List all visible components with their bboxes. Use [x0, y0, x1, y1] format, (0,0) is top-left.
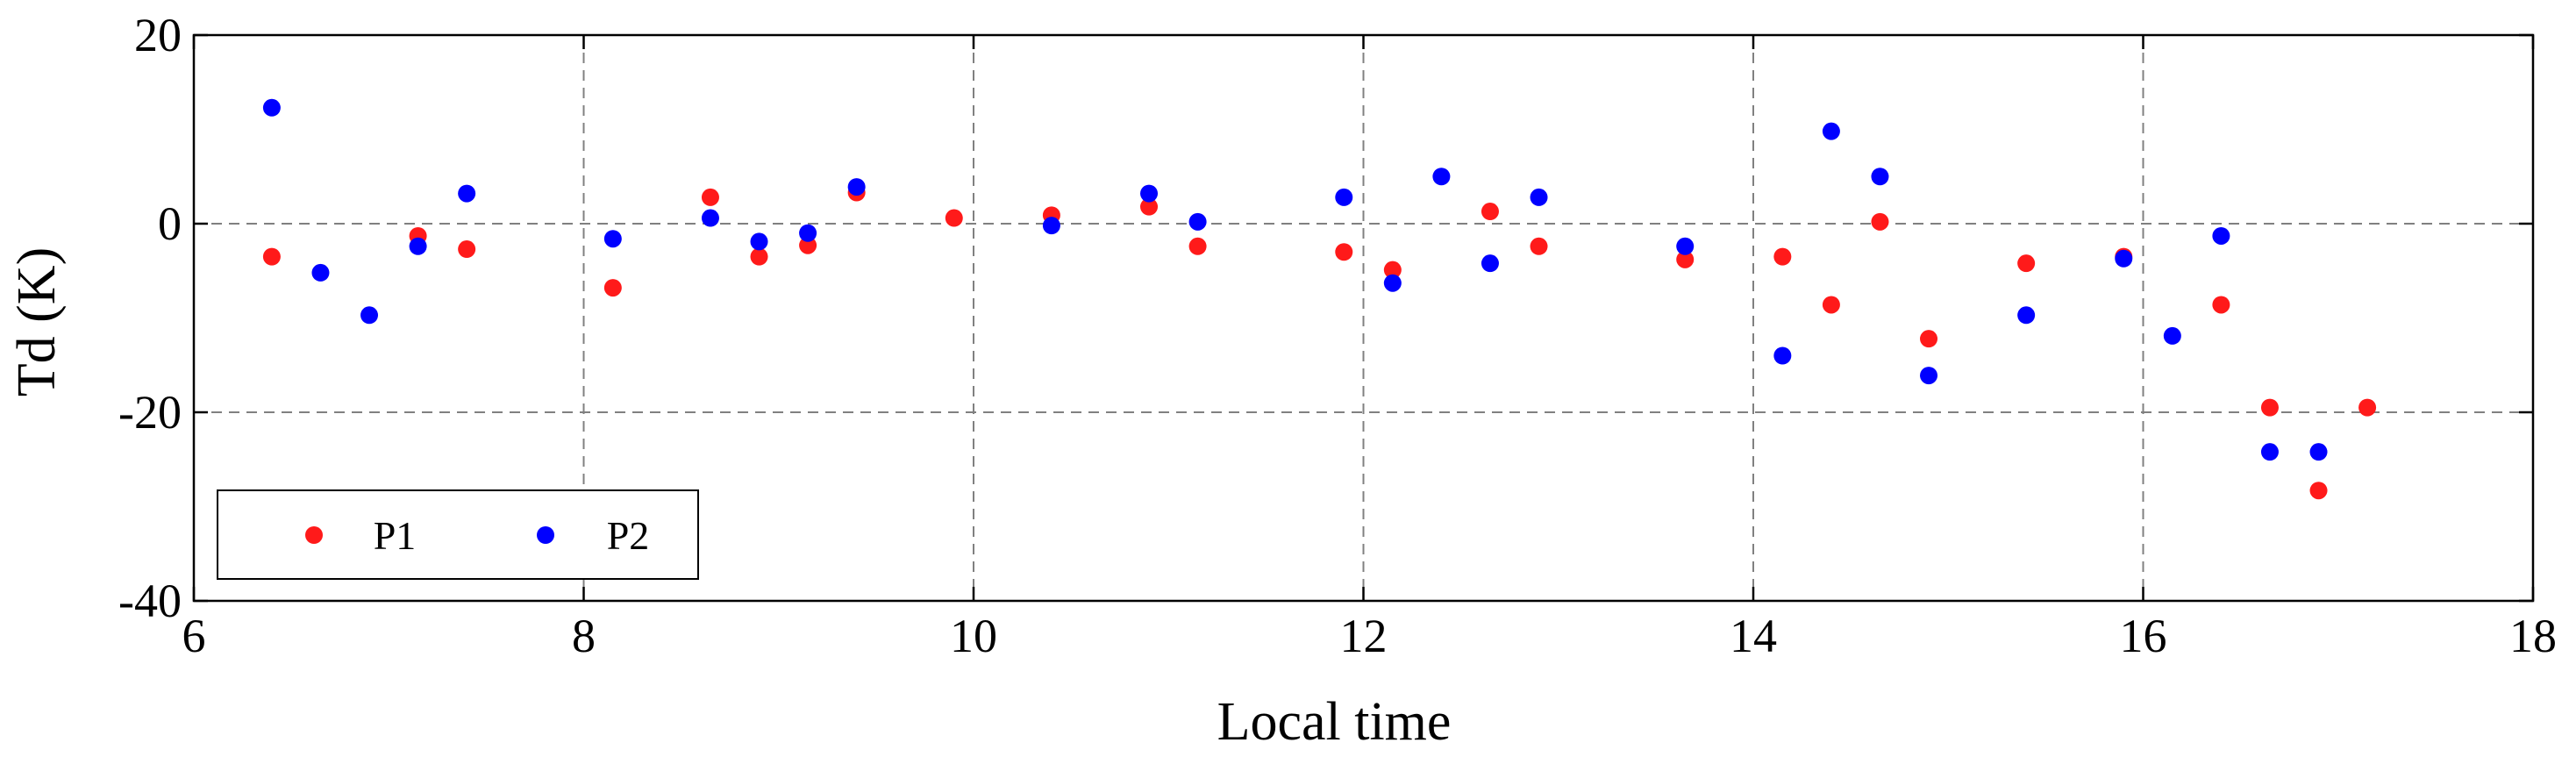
- x-axis-label: Local time: [1217, 692, 1452, 752]
- data-point-p1: [2017, 254, 2036, 273]
- y-tick-label: -40: [118, 575, 182, 627]
- data-point-p2: [1530, 188, 1548, 206]
- data-point-p1: [2358, 398, 2377, 417]
- x-tick-label: 8: [572, 610, 596, 662]
- y-tick-label: 0: [158, 197, 182, 250]
- data-point-p2: [2212, 226, 2230, 245]
- data-point-p2: [1481, 254, 1499, 273]
- data-point-p2: [603, 230, 622, 248]
- data-point-p2: [1042, 217, 1060, 235]
- data-point-p2: [701, 209, 719, 227]
- data-point-p1: [799, 236, 817, 254]
- series-p1: [262, 183, 2377, 500]
- data-point-p1: [1140, 197, 1159, 216]
- data-point-p1: [1676, 250, 1695, 268]
- data-point-p2: [1432, 168, 1451, 186]
- data-point-p2: [409, 237, 427, 255]
- data-point-p2: [1140, 184, 1159, 203]
- data-point-p2: [1188, 212, 1207, 231]
- x-tick-label: 14: [1730, 610, 1777, 662]
- data-point-p2: [2309, 443, 2328, 461]
- data-point-p2: [2115, 249, 2133, 268]
- y-axis-label: Td (K): [7, 247, 67, 396]
- x-tick-label: 16: [2120, 610, 2167, 662]
- data-point-p2: [262, 98, 281, 117]
- legend-label-p1: P1: [374, 513, 417, 558]
- data-point-p2: [1871, 168, 1889, 186]
- data-point-p1: [945, 209, 963, 227]
- data-point-p2: [311, 263, 330, 282]
- legend-marker-p2: [537, 526, 554, 544]
- data-point-p1: [1188, 237, 1207, 255]
- tick-marks: [192, 33, 2535, 603]
- data-point-p2: [458, 184, 476, 203]
- series-p2: [262, 98, 2328, 461]
- data-point-p2: [1676, 237, 1695, 255]
- grid-lines: [194, 35, 2533, 601]
- data-point-p1: [2212, 296, 2230, 314]
- data-point-p2: [1920, 367, 1938, 385]
- data-point-p2: [799, 224, 817, 242]
- data-point-p2: [1773, 346, 1792, 365]
- data-point-p2: [1383, 274, 1402, 292]
- data-point-p1: [603, 279, 622, 297]
- data-point-p1: [1822, 296, 1840, 314]
- x-tick-label: 6: [182, 610, 206, 662]
- data-point-p1: [262, 247, 281, 266]
- data-point-p1: [1383, 261, 1402, 279]
- legend: P1 P2: [217, 489, 699, 580]
- data-point-p2: [2163, 326, 2181, 345]
- legend-box: [217, 489, 699, 580]
- x-tick-labels: 6 8 10 12 14 16 18: [182, 610, 2558, 662]
- data-point-p1: [1773, 247, 1792, 266]
- data-point-p2: [360, 306, 379, 325]
- data-point-p2: [1822, 122, 1840, 140]
- data-point-p2: [750, 232, 768, 251]
- data-point-p1: [750, 247, 768, 266]
- x-tick-label: 12: [1340, 610, 1388, 662]
- x-tick-label: 10: [950, 610, 997, 662]
- data-point-p2: [847, 178, 866, 196]
- y-tick-label: -20: [118, 386, 182, 439]
- data-points: [262, 98, 2377, 500]
- data-point-p1: [2260, 398, 2279, 417]
- data-point-p1: [1871, 212, 1889, 231]
- legend-label-p2: P2: [607, 513, 650, 558]
- legend-marker-p1: [305, 526, 323, 544]
- data-point-p2: [1335, 188, 1353, 206]
- x-tick-label: 18: [2509, 610, 2557, 662]
- data-point-p1: [1920, 330, 1938, 348]
- data-point-p1: [1481, 203, 1499, 221]
- data-point-p2: [2260, 443, 2279, 461]
- data-point-p1: [2309, 482, 2328, 500]
- y-tick-labels: -40 -20 0 20: [118, 9, 182, 627]
- data-point-p1: [1530, 237, 1548, 255]
- data-point-p1: [701, 188, 719, 206]
- y-tick-label: 20: [134, 9, 182, 61]
- data-point-p1: [1335, 243, 1353, 261]
- data-point-p1: [458, 240, 476, 259]
- data-point-p2: [2017, 306, 2036, 325]
